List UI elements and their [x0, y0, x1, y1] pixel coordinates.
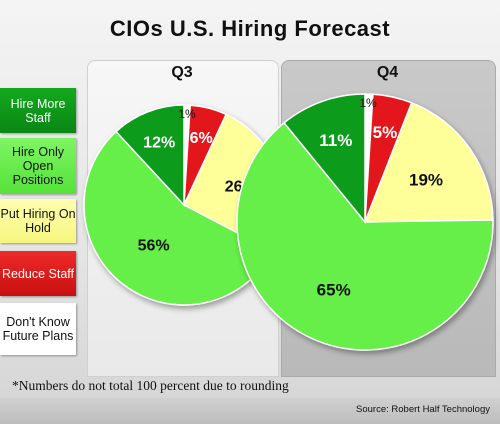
slice-q4-hire-more [283, 93, 366, 225]
source-credit: Source: Robert Half Technology [356, 404, 490, 415]
pie-q4 [236, 93, 494, 351]
footer-bar [0, 398, 500, 424]
label-q4-hire-only-open: 65% [317, 280, 351, 299]
label-q4-dont-know: 1% [359, 96, 377, 110]
slice-q4-hold [363, 101, 494, 223]
slice-q4-hire-only-open [236, 121, 494, 351]
label-q3-hire-more: 12% [143, 134, 175, 151]
legend-hire-only-open: Hire Only Open Positions [0, 138, 76, 194]
legend-dont-know-label: Don't Know Future Plans [2, 315, 74, 343]
chart-title: CIOs U.S. Hiring Forecast [109, 16, 391, 41]
footnote: *Numbers do not total 100 percent due to… [12, 378, 289, 393]
label-q3-reduce: 6% [190, 130, 213, 147]
legend-reduce: Reduce Staff [0, 251, 76, 296]
slice-q3-hire-only-open [83, 130, 274, 306]
label-q3-dont-know: 1% [178, 107, 196, 121]
q3-label: Q3 [171, 64, 193, 81]
label-q4-hold: 19% [409, 171, 443, 190]
legend-hire-more: Hire More Staff [0, 88, 76, 133]
legend-hold: Put Hiring On Hold [0, 199, 76, 243]
legend-dont-know: Don't Know Future Plans [0, 303, 76, 355]
legend-reduce-label: Reduce Staff [1, 266, 75, 281]
legend-hire-more-label: Hire More Staff [10, 96, 66, 125]
label-q3-hire-only-open: 56% [138, 237, 170, 254]
legend-hire-only-open-label: Hire Only Open Positions [11, 145, 65, 187]
label-q4-hire-more: 11% [319, 131, 352, 150]
label-q4-reduce: 5% [373, 123, 398, 142]
slice-q3-hire-more [115, 104, 185, 207]
legend-hold-label: Put Hiring On Hold [0, 207, 76, 235]
q4-label: Q4 [376, 64, 399, 81]
